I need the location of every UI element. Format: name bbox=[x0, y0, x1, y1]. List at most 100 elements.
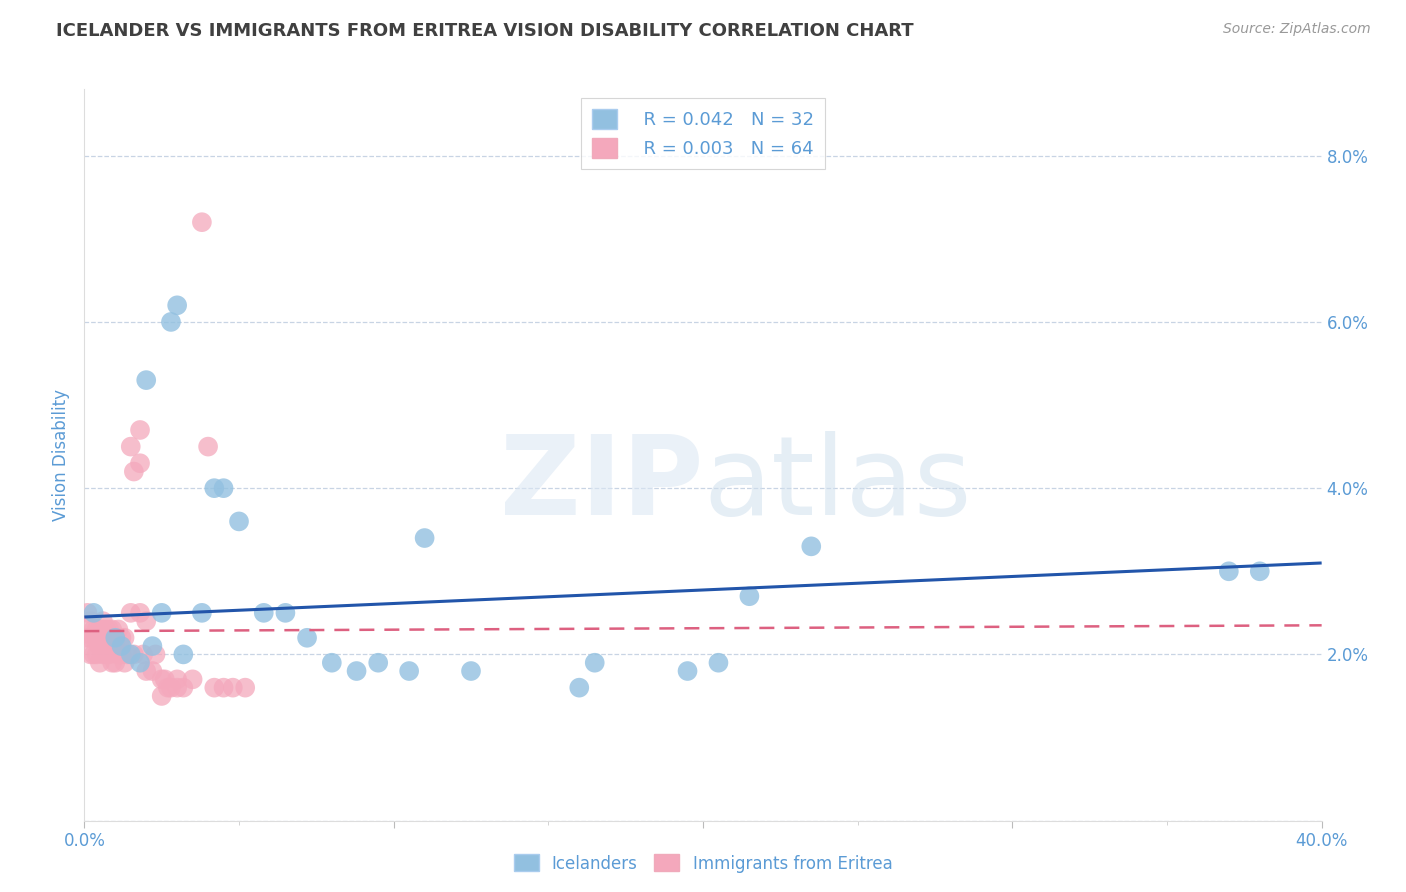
Point bbox=[156, 681, 179, 695]
Point bbox=[91, 614, 114, 628]
Point bbox=[79, 648, 101, 662]
Point bbox=[181, 673, 204, 687]
Point bbox=[120, 606, 142, 620]
Point bbox=[94, 631, 117, 645]
Point bbox=[110, 648, 132, 662]
Point bbox=[160, 315, 183, 329]
Point bbox=[94, 623, 117, 637]
Point bbox=[122, 465, 145, 479]
Point bbox=[398, 664, 420, 678]
Point bbox=[76, 606, 98, 620]
Point bbox=[91, 631, 114, 645]
Text: atlas: atlas bbox=[703, 431, 972, 538]
Point bbox=[86, 631, 108, 645]
Point bbox=[89, 639, 111, 653]
Point bbox=[212, 681, 235, 695]
Text: ICELANDER VS IMMIGRANTS FROM ERITREA VISION DISABILITY CORRELATION CHART: ICELANDER VS IMMIGRANTS FROM ERITREA VIS… bbox=[56, 22, 914, 40]
Point bbox=[141, 639, 163, 653]
Point bbox=[233, 681, 256, 695]
Point bbox=[707, 656, 730, 670]
Point bbox=[98, 623, 121, 637]
Point bbox=[1249, 564, 1271, 578]
Point bbox=[94, 648, 117, 662]
Point bbox=[122, 648, 145, 662]
Legend:   R = 0.042   N = 32,   R = 0.003   N = 64: R = 0.042 N = 32, R = 0.003 N = 64 bbox=[581, 98, 825, 169]
Point bbox=[153, 673, 176, 687]
Point bbox=[738, 589, 761, 603]
Point bbox=[86, 623, 108, 637]
Point bbox=[150, 606, 173, 620]
Point bbox=[253, 606, 276, 620]
Point bbox=[129, 423, 152, 437]
Point bbox=[114, 656, 136, 670]
Y-axis label: Vision Disability: Vision Disability bbox=[52, 389, 70, 521]
Point bbox=[129, 656, 152, 670]
Point bbox=[79, 614, 101, 628]
Point bbox=[460, 664, 482, 678]
Point bbox=[160, 681, 183, 695]
Point bbox=[202, 681, 225, 695]
Point bbox=[110, 631, 132, 645]
Point bbox=[197, 440, 219, 454]
Point bbox=[166, 681, 188, 695]
Point bbox=[98, 631, 121, 645]
Point bbox=[107, 623, 129, 637]
Point bbox=[91, 623, 114, 637]
Point bbox=[89, 631, 111, 645]
Point bbox=[135, 373, 157, 387]
Point bbox=[120, 648, 142, 662]
Point bbox=[104, 639, 127, 653]
Point bbox=[132, 648, 155, 662]
Point bbox=[135, 664, 157, 678]
Point bbox=[568, 681, 591, 695]
Point bbox=[104, 656, 127, 670]
Point bbox=[172, 648, 194, 662]
Point bbox=[120, 440, 142, 454]
Point bbox=[274, 606, 297, 620]
Point bbox=[228, 515, 250, 529]
Point bbox=[141, 664, 163, 678]
Point bbox=[83, 631, 105, 645]
Point bbox=[107, 648, 129, 662]
Point bbox=[212, 481, 235, 495]
Point bbox=[117, 648, 139, 662]
Point bbox=[295, 631, 318, 645]
Point bbox=[150, 689, 173, 703]
Point bbox=[86, 648, 108, 662]
Point bbox=[1218, 564, 1240, 578]
Legend: Icelanders, Immigrants from Eritrea: Icelanders, Immigrants from Eritrea bbox=[506, 847, 900, 880]
Point bbox=[83, 648, 105, 662]
Point bbox=[129, 606, 152, 620]
Text: ZIP: ZIP bbox=[499, 431, 703, 538]
Point bbox=[110, 639, 132, 653]
Point bbox=[91, 648, 114, 662]
Point bbox=[145, 648, 167, 662]
Point bbox=[83, 623, 105, 637]
Point bbox=[346, 664, 368, 678]
Point bbox=[166, 298, 188, 312]
Point bbox=[83, 606, 105, 620]
Point bbox=[583, 656, 606, 670]
Point bbox=[101, 656, 124, 670]
Point bbox=[104, 631, 127, 645]
Point bbox=[76, 631, 98, 645]
Point bbox=[135, 614, 157, 628]
Point bbox=[150, 673, 173, 687]
Point bbox=[104, 631, 127, 645]
Point bbox=[367, 656, 389, 670]
Point bbox=[321, 656, 343, 670]
Point bbox=[98, 648, 121, 662]
Text: Source: ZipAtlas.com: Source: ZipAtlas.com bbox=[1223, 22, 1371, 37]
Point bbox=[191, 606, 214, 620]
Point bbox=[89, 623, 111, 637]
Point bbox=[129, 456, 152, 470]
Point bbox=[800, 539, 823, 553]
Point bbox=[79, 631, 101, 645]
Point bbox=[191, 215, 214, 229]
Point bbox=[413, 531, 436, 545]
Point bbox=[166, 673, 188, 687]
Point bbox=[172, 681, 194, 695]
Point bbox=[202, 481, 225, 495]
Point bbox=[89, 656, 111, 670]
Point bbox=[101, 623, 124, 637]
